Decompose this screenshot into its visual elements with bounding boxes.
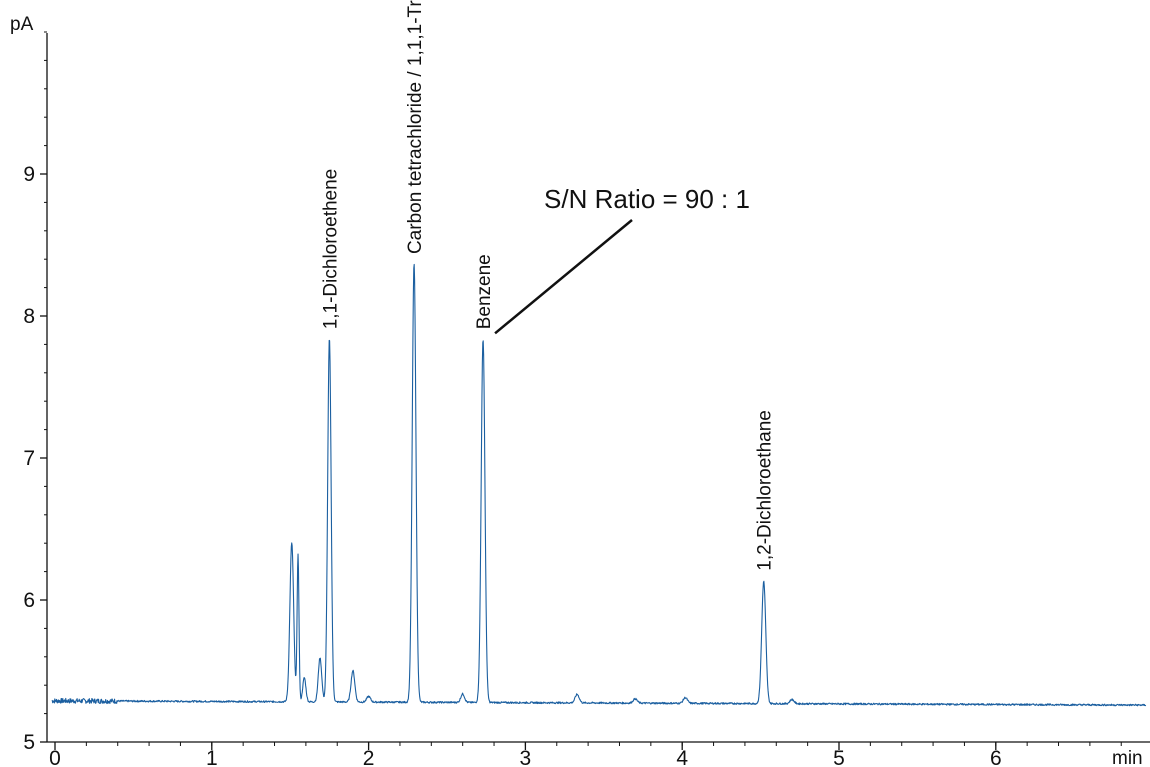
x-tick-label: 0	[49, 747, 61, 767]
y-tick-label: 5	[23, 731, 35, 754]
y-tick-label: 8	[23, 305, 35, 328]
annotation-leader-line	[494, 219, 633, 335]
x-ticks: 0 1 2 3 4 5 6	[49, 742, 1122, 767]
x-tick-label: 6	[990, 747, 1002, 767]
y-tick-label: 6	[23, 589, 35, 612]
peak-label: 1,1-Dichloroethene	[320, 169, 341, 330]
peak-label: Carbon tetrachloride / 1,1,1-Trichloroet…	[405, 0, 426, 254]
peak-label: 1,2-Dichloroethane	[755, 410, 776, 571]
x-tick-label: 5	[833, 747, 845, 767]
x-axis-unit: min	[1112, 748, 1143, 767]
y-tick-label: 9	[23, 163, 35, 186]
axes	[46, 33, 1150, 743]
peak-label: Benzene	[474, 254, 495, 329]
y-tick-label: 7	[23, 447, 35, 470]
x-tick-label: 1	[206, 747, 218, 767]
x-tick-label: 3	[520, 747, 532, 767]
x-tick-label: 2	[363, 747, 375, 767]
chromatogram-trace	[51, 263, 1147, 707]
y-ticks: 5 6 7 8 9	[23, 31, 47, 754]
peak-labels: 1,1-Dichloroethene Carbon tetrachloride /…	[320, 0, 775, 571]
x-tick-label: 4	[676, 747, 688, 767]
y-axis-unit: pA	[10, 14, 34, 35]
sn-ratio-annotation: S/N Ratio = 90 : 1	[544, 184, 750, 214]
